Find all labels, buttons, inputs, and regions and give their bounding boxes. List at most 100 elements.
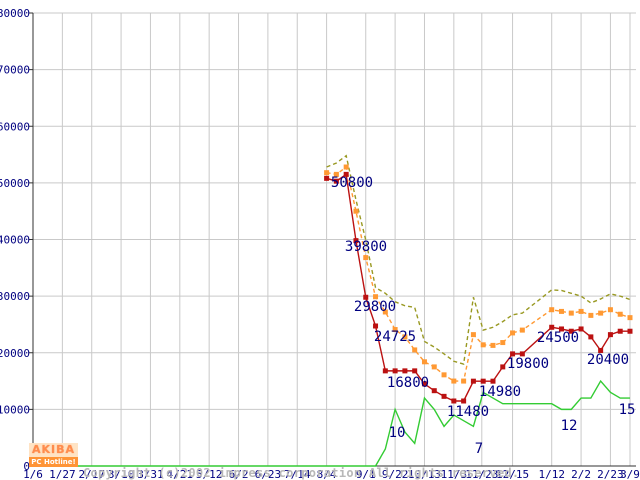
x-tick-label: 3/31: [137, 468, 164, 480]
lowest-price-marker: [382, 368, 388, 374]
average-price-marker: [382, 309, 388, 315]
average-price-marker: [519, 327, 525, 333]
y-tick-label: 40000: [0, 234, 30, 247]
value-callout: 39800: [345, 239, 387, 255]
average-price-marker: [373, 294, 379, 300]
lowest-price-marker: [412, 368, 418, 374]
average-price-marker: [500, 340, 506, 346]
lowest-price-marker: [490, 378, 496, 384]
lowest-price-marker: [451, 398, 457, 404]
copyright-text: Copyright (c)2002 impress corporation Al…: [83, 441, 519, 480]
average-price-marker: [598, 310, 604, 316]
value-callout: 29800: [354, 299, 396, 315]
average-price-marker: [588, 312, 594, 318]
x-tick-label: 5/12: [196, 468, 223, 480]
average-price-marker: [402, 334, 408, 340]
lowest-price-marker: [558, 326, 564, 332]
x-tick-label: 7/14: [284, 468, 311, 480]
akiba-logo: AKIBA PC Hotline!: [29, 443, 78, 467]
y-tick-label: 50000: [0, 177, 30, 190]
lowest-price-marker: [480, 378, 486, 384]
x-tick-label: 8/4: [317, 468, 337, 480]
lowest-price-marker: [510, 351, 516, 357]
average-price-marker: [617, 311, 623, 317]
akiba-logo-title: AKIBA: [29, 443, 78, 457]
x-tick-label: 1/27: [49, 468, 76, 480]
value-callout: 20400: [587, 352, 629, 368]
average-price-marker: [363, 255, 369, 261]
lowest-price-marker: [588, 334, 594, 340]
x-tick-label: 9/1: [356, 468, 376, 480]
average-price-marker: [461, 378, 467, 384]
average-price-marker: [353, 208, 359, 214]
lowest-price-marker: [324, 175, 330, 181]
average-price-marker: [607, 307, 613, 313]
y-tick-label: 30000: [0, 290, 30, 303]
average-price-marker: [441, 372, 447, 378]
x-tick-label: 12/15: [496, 468, 529, 480]
shop-count-line: [33, 379, 630, 467]
lowest-price-marker: [441, 393, 447, 399]
value-callout: 16800: [387, 375, 429, 391]
akiba-logo-subtitle: PC Hotline!: [29, 457, 78, 467]
lowest-price-marker: [598, 347, 604, 353]
average-price-marker: [627, 315, 633, 321]
average-price-marker: [333, 171, 339, 177]
average-price-marker: [324, 170, 330, 176]
y-tick-label: 0: [23, 460, 30, 473]
average-price-marker: [490, 342, 496, 348]
lowest-price-marker: [343, 171, 349, 177]
average-price-marker: [451, 378, 457, 384]
lowest-price-marker: [470, 378, 476, 384]
x-tick-label: 11/3: [441, 468, 468, 480]
x-tick-label: 6/2: [229, 468, 249, 480]
y-tick-label: 10000: [0, 403, 30, 416]
average-price-marker: [549, 307, 555, 313]
lowest-price-marker: [461, 398, 467, 404]
value-callout: 15: [619, 402, 636, 418]
value-callout: 24500: [537, 330, 579, 346]
x-tick-label: 4/21: [167, 468, 194, 480]
average-price-marker: [558, 308, 564, 314]
lowest-price-marker: [363, 294, 369, 300]
lowest-price-marker: [402, 368, 408, 374]
value-callout: 11480: [447, 404, 489, 420]
average-price-marker: [392, 327, 398, 333]
lowest-price-marker: [431, 388, 437, 394]
lowest-price-marker: [519, 351, 525, 357]
x-tick-label: 3/10: [108, 468, 135, 480]
lowest-price-marker: [500, 364, 506, 370]
lowest-price-marker: [333, 178, 339, 184]
x-tick-label: 2/17: [78, 468, 105, 480]
lowest-price-marker: [568, 328, 574, 334]
y-tick-label: 60000: [0, 120, 30, 133]
lowest-price-marker: [353, 238, 359, 244]
x-tick-label: 2/2: [571, 468, 591, 480]
lowest-price-marker: [373, 323, 379, 329]
lowest-price-marker: [549, 324, 555, 330]
average-price-marker: [568, 310, 574, 316]
y-tick-label: 80000: [0, 7, 30, 20]
x-tick-label: 1/6: [23, 468, 43, 480]
value-callout: 12: [561, 418, 578, 434]
copyright-line1: Copyright (c)2002 impress corporation Al…: [83, 466, 520, 480]
x-tick-label: 6/23: [255, 468, 282, 480]
lowest-price-marker: [421, 381, 427, 387]
value-callout: 14980: [479, 384, 521, 400]
x-tick-label: 1/12: [538, 468, 565, 480]
average-price-marker: [343, 164, 349, 170]
average-price-marker: [510, 330, 516, 336]
average-price-marker: [470, 332, 476, 338]
x-tick-label: 3/9: [620, 468, 640, 480]
value-callout: 10: [389, 425, 406, 441]
value-callout: 50800: [331, 175, 373, 191]
value-callout: 24725: [374, 329, 416, 345]
lowest-price-marker: [607, 332, 613, 338]
average-price-marker: [431, 364, 437, 370]
x-tick-label: 9/22: [382, 468, 409, 480]
lowest-price-marker: [627, 328, 633, 334]
y-tick-label: 70000: [0, 64, 30, 77]
average-price-marker: [480, 342, 486, 348]
